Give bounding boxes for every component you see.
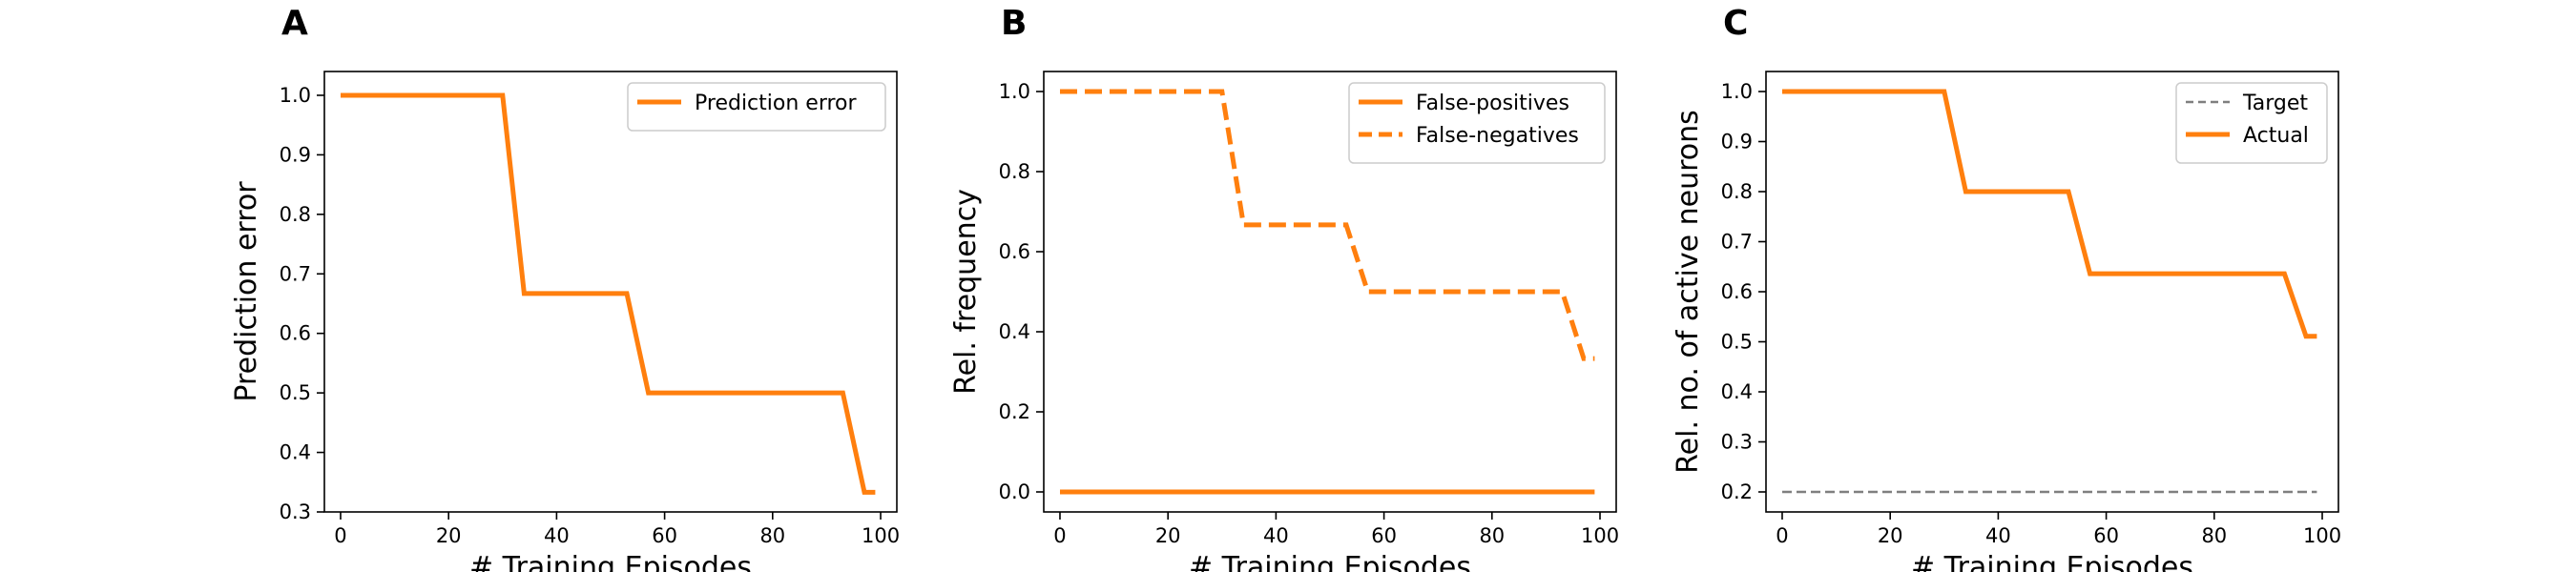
y-axis-label: Rel. no. of active neurons bbox=[1672, 110, 1705, 474]
y-tick-label: 0.5 bbox=[280, 381, 311, 404]
legend-label: Target bbox=[2242, 92, 2308, 115]
plot-frame bbox=[323, 71, 898, 513]
y-tick-label: 0.9 bbox=[1721, 131, 1753, 153]
y-axis-label: Prediction error bbox=[230, 181, 263, 402]
y-tick-label: 0.8 bbox=[999, 160, 1030, 183]
panel-c: C 0 20 40 60 80 100 0.2 0.3 0.4 0.5 0.6 0.7 0.8 0.9 1.0… bbox=[1672, 4, 2341, 572]
x-tick-label: 100 bbox=[2303, 524, 2341, 547]
x-tick-label: 40 bbox=[1263, 524, 1289, 547]
y-tick-label: 0.7 bbox=[280, 262, 311, 285]
y-tick-label: 0.8 bbox=[1721, 180, 1753, 203]
y-tick-label: 0.5 bbox=[1721, 331, 1753, 354]
series-line-actual bbox=[1782, 89, 2317, 339]
y-tick-label: 1.0 bbox=[280, 84, 311, 107]
y-tick-label: 0.4 bbox=[999, 320, 1030, 343]
y-tick-label: 0.2 bbox=[1721, 480, 1753, 503]
y-axis-label: Rel. frequency bbox=[949, 189, 983, 395]
x-tick-label: 100 bbox=[1581, 524, 1619, 547]
x-tick-label: 0 bbox=[334, 524, 346, 547]
x-tick-label: 60 bbox=[652, 524, 677, 547]
x-tick-label: 60 bbox=[1371, 524, 1397, 547]
y-tick-label: 0.4 bbox=[280, 441, 311, 464]
y-tick-label: 0.4 bbox=[1721, 380, 1753, 403]
panel-letter: C bbox=[1723, 4, 1748, 43]
legend-label: Prediction error bbox=[695, 92, 857, 115]
series-line-false-negatives bbox=[1060, 89, 1595, 361]
y-tick-label: 0.6 bbox=[280, 322, 311, 345]
panel-a: A 0 20 40 60 80 100 0.3 0.4 0.5 0.6 0.7 0.8 0.9 1.0 # T… bbox=[230, 4, 900, 572]
y-tick-label: 0.2 bbox=[999, 400, 1030, 423]
panel-b: B 0 20 40 60 80 100 0.0 0.2 0.4 0.6 0.8 1.0 # Trainin… bbox=[949, 4, 1619, 572]
x-tick-label: 20 bbox=[1155, 524, 1181, 547]
y-tick-label: 0.3 bbox=[280, 500, 311, 523]
x-tick-label: 0 bbox=[1776, 524, 1788, 547]
legend-label: Actual bbox=[2243, 124, 2309, 148]
x-axis-label: # Training Episodes bbox=[469, 551, 752, 572]
x-tick-label: 100 bbox=[862, 524, 900, 547]
y-tick-label: 1.0 bbox=[999, 80, 1030, 103]
y-tick-label: 0.0 bbox=[999, 480, 1030, 503]
y-tick-label: 1.0 bbox=[1721, 80, 1753, 103]
x-axis-label: # Training Episodes bbox=[1911, 551, 2193, 572]
x-tick-label: 0 bbox=[1053, 524, 1066, 547]
y-tick-label: 0.3 bbox=[1721, 431, 1753, 454]
y-tick-label: 0.6 bbox=[999, 240, 1030, 263]
y-tick-label: 0.6 bbox=[1721, 280, 1753, 303]
x-tick-label: 40 bbox=[1985, 524, 2011, 547]
x-tick-label: 20 bbox=[1878, 524, 1903, 547]
x-tick-label: 20 bbox=[436, 524, 462, 547]
x-tick-label: 60 bbox=[2093, 524, 2119, 547]
x-tick-label: 80 bbox=[2201, 524, 2227, 547]
plot-frame bbox=[1043, 71, 1617, 513]
x-tick-label: 80 bbox=[759, 524, 785, 547]
y-tick-label: 0.9 bbox=[280, 143, 311, 166]
legend-box bbox=[1348, 82, 1606, 164]
panel-letter: A bbox=[281, 4, 308, 43]
series-line-prediction-error bbox=[341, 92, 876, 495]
y-tick-label: 0.8 bbox=[280, 203, 311, 226]
x-tick-label: 40 bbox=[544, 524, 570, 547]
x-axis-label: # Training Episodes bbox=[1189, 551, 1471, 572]
legend-box bbox=[627, 82, 886, 132]
y-tick-label: 0.7 bbox=[1721, 231, 1753, 254]
panel-letter: B bbox=[1001, 4, 1027, 43]
legend-label: False-positives bbox=[1416, 92, 1569, 115]
legend-label: False-negatives bbox=[1416, 124, 1579, 148]
x-tick-label: 80 bbox=[1479, 524, 1505, 547]
